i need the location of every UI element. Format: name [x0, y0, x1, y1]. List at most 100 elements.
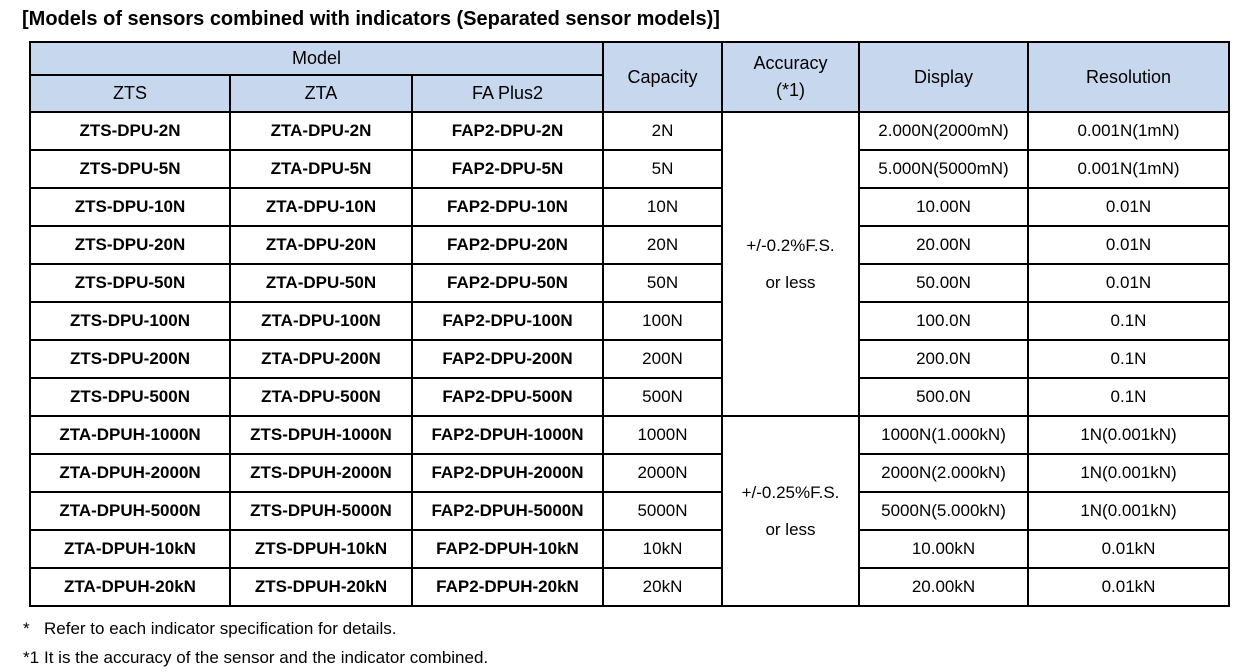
- cell-model-zts-col: ZTS-DPU-2N: [29, 111, 231, 151]
- footnotes: * Refer to each indicator specification f…: [23, 614, 1243, 672]
- cell-display: 500.0N: [858, 377, 1029, 417]
- sensor-models-table: Model Capacity Accuracy (*1) Display Res…: [29, 41, 1230, 607]
- cell-model-zts-col: ZTS-DPU-20N: [29, 225, 231, 265]
- cell-display: 2.000N(2000mN): [858, 111, 1029, 151]
- cell-capacity: 20N: [602, 225, 723, 265]
- col-header-faplus2: FA Plus2: [411, 74, 604, 113]
- cell-display: 2000N(2.000kN): [858, 453, 1029, 493]
- footnote-1: * Refer to each indicator specification f…: [23, 614, 1243, 643]
- cell-model-zta-col: ZTS-DPUH-5000N: [229, 491, 413, 531]
- cell-model-zta-col: ZTS-DPUH-10kN: [229, 529, 413, 569]
- cell-capacity: 5000N: [602, 491, 723, 531]
- cell-model-faplus2-col: FAP2-DPU-20N: [411, 225, 604, 265]
- cell-resolution: 0.001N(1mN): [1027, 111, 1230, 151]
- cell-display: 10.00N: [858, 187, 1029, 227]
- accuracy-header-line2: (*1): [775, 80, 805, 100]
- cell-resolution: 0.01N: [1027, 263, 1230, 303]
- footnote-1-marker: *: [23, 619, 30, 638]
- cell-model-zts-col: ZTA-DPUH-20kN: [29, 567, 231, 607]
- cell-model-faplus2-col: FAP2-DPUH-5000N: [411, 491, 604, 531]
- cell-model-zta-col: ZTS-DPUH-20kN: [229, 567, 413, 607]
- cell-display: 20.00N: [858, 225, 1029, 265]
- cell-resolution: 0.1N: [1027, 377, 1230, 417]
- cell-capacity: 1000N: [602, 415, 723, 455]
- cell-accuracy-merged: +/-0.25%F.S. or less: [721, 415, 860, 607]
- table-row: ZTS-DPU-100N ZTA-DPU-100N FAP2-DPU-100N 100…: [29, 301, 1230, 341]
- cell-resolution: 0.1N: [1027, 301, 1230, 341]
- accuracy-line: or less: [765, 520, 816, 539]
- table-row: ZTA-DPUH-10kN ZTS-DPUH-10kN FAP2-DPUH-10kN…: [29, 529, 1230, 569]
- accuracy-line: +/-0.2%F.S.: [746, 236, 835, 255]
- table-row: ZTA-DPUH-20kN ZTS-DPUH-20kN FAP2-DPUH-20kN…: [29, 567, 1230, 607]
- accuracy-header-line1: Accuracy: [753, 53, 828, 73]
- cell-capacity: 50N: [602, 263, 723, 303]
- col-header-capacity: Capacity: [602, 41, 723, 113]
- table-row: ZTS-DPU-10N ZTA-DPU-10N FAP2-DPU-10N 10N 10.…: [29, 187, 1230, 227]
- table-row: ZTS-DPU-20N ZTA-DPU-20N FAP2-DPU-20N 20N 20.…: [29, 225, 1230, 265]
- cell-model-faplus2-col: FAP2-DPU-100N: [411, 301, 604, 341]
- table-row: ZTS-DPU-200N ZTA-DPU-200N FAP2-DPU-200N 200…: [29, 339, 1230, 379]
- col-header-resolution: Resolution: [1027, 41, 1230, 113]
- cell-model-zta-col: ZTA-DPU-20N: [229, 225, 413, 265]
- accuracy-line: +/-0.25%F.S.: [741, 483, 840, 502]
- cell-display: 1000N(1.000kN): [858, 415, 1029, 455]
- cell-model-faplus2-col: FAP2-DPU-5N: [411, 149, 604, 189]
- cell-model-zta-col: ZTS-DPUH-1000N: [229, 415, 413, 455]
- cell-model-zta-col: ZTA-DPU-2N: [229, 111, 413, 151]
- cell-capacity: 200N: [602, 339, 723, 379]
- table-row: ZTS-DPU-50N ZTA-DPU-50N FAP2-DPU-50N 50N 50.…: [29, 263, 1230, 303]
- table-row: ZTS-DPU-500N ZTA-DPU-500N FAP2-DPU-500N 500…: [29, 377, 1230, 417]
- cell-model-faplus2-col: FAP2-DPUH-10kN: [411, 529, 604, 569]
- table-row: ZTS-DPU-5N ZTA-DPU-5N FAP2-DPU-5N 5N 5.000N(…: [29, 149, 1230, 189]
- cell-model-zta-col: ZTA-DPU-10N: [229, 187, 413, 227]
- footnote-2: *1 It is the accuracy of the sensor and t…: [23, 643, 1243, 672]
- table-row: ZTA-DPUH-5000N ZTS-DPUH-5000N FAP2-DPUH-50…: [29, 491, 1230, 531]
- cell-model-faplus2-col: FAP2-DPUH-1000N: [411, 415, 604, 455]
- cell-model-zta-col: ZTS-DPUH-2000N: [229, 453, 413, 493]
- cell-display: 10.00kN: [858, 529, 1029, 569]
- cell-model-zts-col: ZTS-DPU-10N: [29, 187, 231, 227]
- cell-model-zts-col: ZTS-DPU-100N: [29, 301, 231, 341]
- cell-capacity: 10kN: [602, 529, 723, 569]
- col-header-model-group: Model: [29, 41, 604, 76]
- cell-model-zta-col: ZTA-DPU-100N: [229, 301, 413, 341]
- col-header-zts: ZTS: [29, 74, 231, 113]
- cell-model-zts-col: ZTS-DPU-500N: [29, 377, 231, 417]
- cell-display: 50.00N: [858, 263, 1029, 303]
- col-header-zta: ZTA: [229, 74, 413, 113]
- table-row: ZTA-DPUH-2000N ZTS-DPUH-2000N FAP2-DPUH-20…: [29, 453, 1230, 493]
- table-row: ZTS-DPU-2N ZTA-DPU-2N FAP2-DPU-2N 2N +/-0.2%…: [29, 111, 1230, 417]
- cell-model-zts-col: ZTA-DPUH-1000N: [29, 415, 231, 455]
- header-row-2: ZTS ZTA FA Plus2: [29, 74, 1229, 113]
- cell-display: 5.000N(5000mN): [858, 149, 1029, 189]
- table-header: Model Capacity Accuracy (*1) Display Res…: [29, 41, 1230, 113]
- cell-resolution: 1N(0.001kN): [1027, 453, 1230, 493]
- cell-model-faplus2-col: FAP2-DPU-200N: [411, 339, 604, 379]
- table-body: ZTS-DPU-2N ZTA-DPU-2N FAP2-DPU-2N 2N +/-0.2%…: [29, 111, 1230, 607]
- cell-model-faplus2-col: FAP2-DPU-2N: [411, 111, 604, 151]
- cell-capacity: 2000N: [602, 453, 723, 493]
- header-row-1: Model Capacity Accuracy (*1) Display Res…: [29, 41, 1230, 113]
- cell-model-zta-col: ZTA-DPU-5N: [229, 149, 413, 189]
- col-header-accuracy: Accuracy (*1): [721, 41, 860, 113]
- cell-display: 20.00kN: [858, 567, 1029, 607]
- cell-resolution: 0.001N(1mN): [1027, 149, 1230, 189]
- col-header-display: Display: [858, 41, 1029, 113]
- cell-resolution: 1N(0.001kN): [1027, 491, 1230, 531]
- cell-capacity: 20kN: [602, 567, 723, 607]
- cell-model-zts-col: ZTA-DPUH-2000N: [29, 453, 231, 493]
- cell-capacity: 100N: [602, 301, 723, 341]
- cell-model-faplus2-col: FAP2-DPUH-20kN: [411, 567, 604, 607]
- cell-model-faplus2-col: FAP2-DPU-500N: [411, 377, 604, 417]
- cell-model-zts-col: ZTA-DPUH-10kN: [29, 529, 231, 569]
- cell-model-faplus2-col: FAP2-DPU-10N: [411, 187, 604, 227]
- cell-model-zts-col: ZTS-DPU-50N: [29, 263, 231, 303]
- footnote-1-text: Refer to each indicator specification fo…: [44, 619, 397, 638]
- cell-model-faplus2-col: FAP2-DPUH-2000N: [411, 453, 604, 493]
- cell-resolution: 0.01kN: [1027, 567, 1230, 607]
- cell-model-zta-col: ZTA-DPU-200N: [229, 339, 413, 379]
- cell-capacity: 5N: [602, 149, 723, 189]
- footnote-2-marker: *1: [23, 648, 40, 667]
- cell-model-zts-col: ZTA-DPUH-5000N: [29, 491, 231, 531]
